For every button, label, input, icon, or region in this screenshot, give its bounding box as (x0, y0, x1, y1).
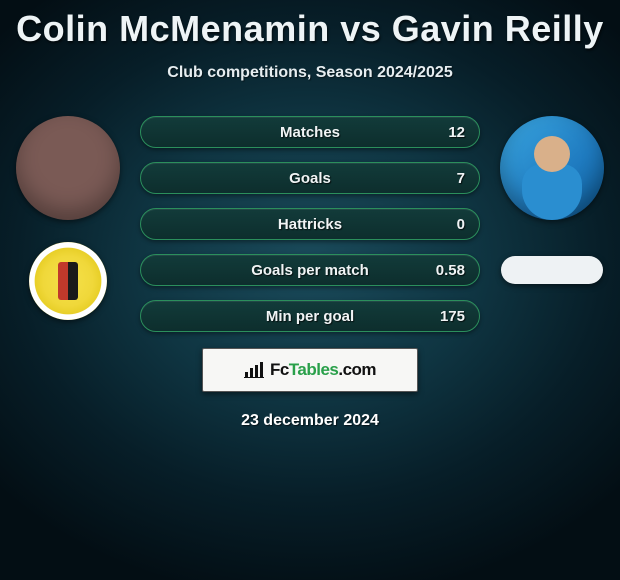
player-right-column (492, 116, 612, 284)
branding-badge[interactable]: FcTables.com (202, 348, 418, 392)
stat-label: Hattricks (141, 209, 479, 239)
player-right-club-badge (501, 256, 603, 284)
player-left-club-badge (29, 242, 107, 320)
stat-row-hattricks: Hattricks 0 (140, 208, 480, 240)
branding-part2: Tables (289, 360, 339, 379)
stat-label: Goals per match (141, 255, 479, 285)
page-title: Colin McMenamin vs Gavin Reilly (0, 0, 620, 50)
date-text: 23 december 2024 (0, 412, 620, 430)
stat-right-value: 0 (457, 209, 465, 239)
stat-label: Min per goal (141, 301, 479, 331)
stat-right-value: 12 (448, 117, 465, 147)
stat-right-value: 175 (440, 301, 465, 331)
stat-row-goals-per-match: Goals per match 0.58 (140, 254, 480, 286)
subtitle: Club competitions, Season 2024/2025 (0, 64, 620, 82)
stat-right-value: 0.58 (436, 255, 465, 285)
branding-part3: .com (338, 360, 376, 379)
chart-icon (244, 362, 264, 378)
stat-row-goals: Goals 7 (140, 162, 480, 194)
stat-label: Goals (141, 163, 479, 193)
branding-part1: Fc (270, 360, 289, 379)
stat-right-value: 7 (457, 163, 465, 193)
player-left-avatar (16, 116, 120, 220)
player-right-avatar (500, 116, 604, 220)
branding-text: FcTables.com (270, 360, 376, 380)
stat-bars: Matches 12 Goals 7 Hattricks 0 Goals per… (140, 116, 480, 332)
comparison-panel: Matches 12 Goals 7 Hattricks 0 Goals per… (0, 116, 620, 430)
player-left-column (8, 116, 128, 320)
content-root: Colin McMenamin vs Gavin Reilly Club com… (0, 0, 620, 580)
stat-row-matches: Matches 12 (140, 116, 480, 148)
stat-label: Matches (141, 117, 479, 147)
stat-row-min-per-goal: Min per goal 175 (140, 300, 480, 332)
